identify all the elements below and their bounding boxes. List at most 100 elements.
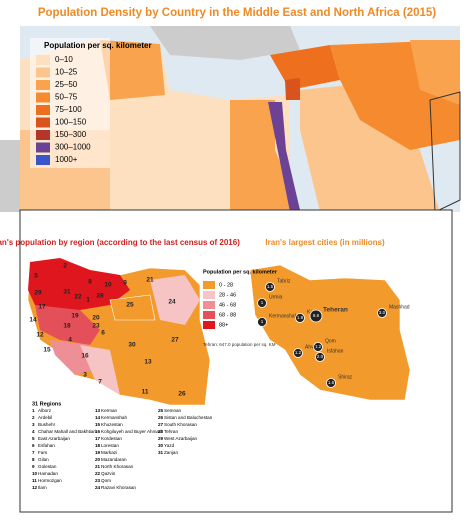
list-number: 22	[95, 471, 101, 476]
legend-swatch	[203, 311, 215, 319]
list-number: 6	[32, 443, 35, 448]
legend-swatch	[36, 55, 50, 65]
city-name: Isfahan	[327, 348, 344, 354]
legend-swatch	[203, 301, 215, 309]
iran-region-map	[27, 257, 211, 406]
list-name: South Khorasan	[164, 422, 197, 427]
region-number: 31	[63, 289, 71, 296]
list-name: Razavi Khorasan	[101, 485, 136, 490]
legend-swatch	[36, 92, 50, 103]
legend-label: 88+	[219, 322, 228, 328]
region-number: 13	[144, 359, 152, 366]
list-name: Yazd	[164, 443, 175, 448]
list-number: 12	[32, 485, 38, 490]
region-number: 3	[83, 372, 87, 379]
legend-title: Population per sq. kilometer	[203, 269, 278, 275]
list-name: Khuzestan	[101, 422, 123, 427]
region-number: 21	[146, 277, 154, 284]
region-number: 9	[123, 280, 127, 287]
city-marker	[257, 298, 267, 308]
list-number: 18	[95, 443, 101, 448]
city-value: 3.0	[379, 310, 386, 315]
list-number: 13	[95, 408, 101, 413]
list-name: Hormozgan	[38, 478, 62, 483]
title: Population Density by Country in the Mid…	[38, 7, 436, 19]
list-number: 27	[158, 422, 164, 427]
region-number: 11	[142, 389, 149, 396]
list-name: Bushehr	[38, 422, 56, 427]
city-value: 1	[261, 300, 264, 305]
legend-label: 100–150	[55, 118, 87, 127]
list-name: Kohgiluyeh and Buyer Ahmad	[101, 429, 162, 434]
legend-label: 75–100	[55, 105, 82, 114]
list-name: Qazvin	[101, 471, 116, 476]
list-name: Lorestan	[101, 443, 119, 448]
list-number: 25	[158, 408, 164, 413]
city-value: 1.2	[315, 344, 322, 349]
legend-swatch	[36, 117, 50, 128]
list-title: 31 Regions	[32, 401, 61, 407]
list-number: 3	[32, 422, 35, 427]
list-name: East Azarbaijan	[38, 436, 70, 441]
region-number: 20	[92, 315, 100, 322]
legend-label: 46 - 68	[219, 302, 236, 308]
legend-label: 0–10	[55, 55, 73, 64]
list-name: North Khorasan	[101, 464, 134, 469]
list-number: 11	[32, 478, 37, 483]
city-value: 1.2	[295, 350, 302, 355]
legend-swatch	[203, 291, 215, 299]
legend-label: 300–1000	[55, 143, 91, 152]
region-number: 8	[88, 279, 92, 286]
region-number: 30	[128, 342, 136, 349]
region-number: 25	[126, 302, 134, 309]
legend-title: Population per sq. kilometer	[44, 41, 152, 50]
list-number: 19	[95, 450, 101, 455]
city-name: Kermanshah	[269, 313, 298, 319]
list-number: 21	[95, 464, 101, 469]
zoom-guide	[429, 91, 461, 213]
city-name: Qom	[325, 338, 336, 344]
region-number: 7	[98, 379, 102, 386]
city-marker	[293, 348, 303, 358]
legend-label: 0 - 28	[219, 282, 233, 288]
region-number: 10	[104, 282, 112, 289]
region-number: 6	[101, 330, 105, 337]
list-name: Golestan	[38, 464, 57, 469]
list-number: 14	[95, 415, 101, 420]
list-name: Ardebil	[38, 415, 52, 420]
region-number: 12	[36, 332, 44, 339]
list-number: 29	[158, 436, 164, 441]
inset-title: Iran's population by region (according t…	[0, 238, 240, 247]
list-number: 9	[32, 464, 35, 469]
list-number: 28	[158, 429, 164, 434]
list-number: 5	[32, 436, 35, 441]
city-marker	[377, 308, 387, 318]
city-marker	[326, 378, 336, 388]
city-name: Ahvaz	[305, 344, 319, 350]
list-name: Tehran	[164, 429, 178, 434]
list-name: Alborz	[38, 408, 52, 413]
region-number: 1	[86, 297, 90, 304]
city-value: 1.5	[267, 284, 274, 289]
list-name: Zanjan	[164, 450, 178, 455]
region-number: 26	[178, 391, 186, 398]
list-name: Qom	[101, 478, 111, 483]
list-number: 10	[32, 471, 38, 476]
city-marker	[313, 342, 323, 352]
legend-label: 50–75	[55, 93, 78, 102]
country	[270, 45, 340, 90]
city-marker	[257, 317, 267, 327]
list-name: Esfahan	[38, 443, 55, 448]
region-number: 27	[171, 337, 179, 344]
list-number: 1	[32, 408, 35, 413]
list-number: 20	[95, 457, 101, 462]
list-name: Ilam	[38, 485, 47, 490]
list-number: 15	[95, 422, 101, 427]
city-marker	[315, 352, 325, 362]
region-number: 18	[63, 323, 71, 330]
region-number: 17	[38, 304, 46, 311]
country	[100, 40, 165, 100]
legend-label: 25–50	[55, 80, 78, 89]
list-number: 17	[95, 436, 101, 441]
region-number: 29	[34, 290, 42, 297]
